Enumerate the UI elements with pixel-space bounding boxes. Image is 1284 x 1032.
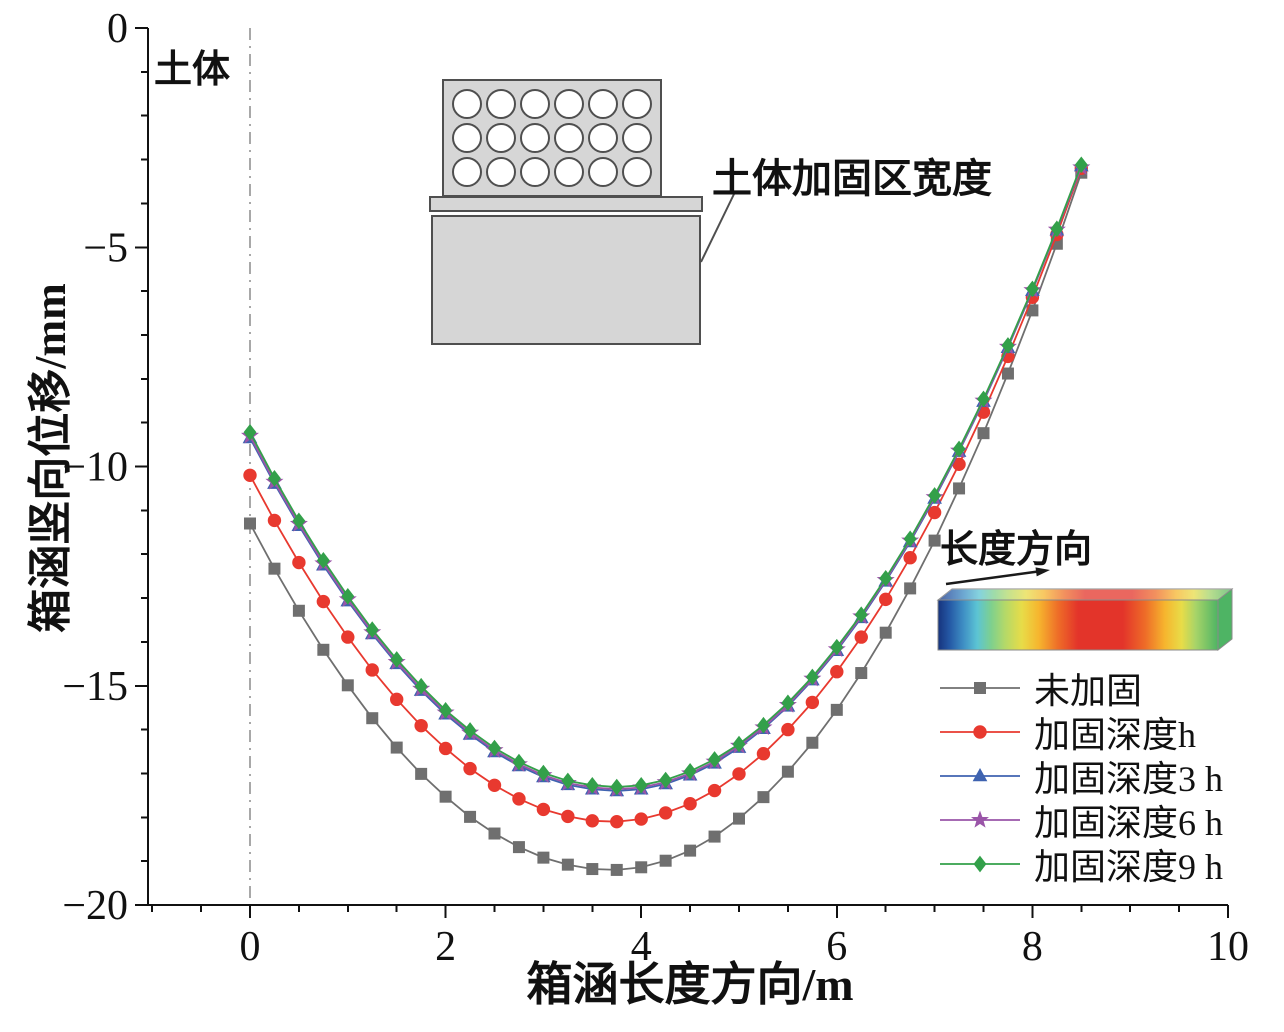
y-tick-label: −15	[62, 664, 128, 710]
x-tick-label: 0	[240, 924, 261, 970]
y-tick-label: −20	[62, 883, 128, 929]
legend-marker-triangle	[938, 763, 1022, 789]
legend-item: 未加固	[938, 666, 1238, 711]
legend-marker-circle	[938, 719, 1022, 745]
legend-item: 加固深度h	[938, 710, 1238, 755]
legend-label: 加固深度9 h	[1034, 847, 1224, 887]
legend-item: 加固深度3 h	[938, 754, 1238, 799]
x-tick-label: 4	[631, 924, 652, 970]
soil-annotation: 土体	[154, 49, 231, 91]
y-tick-label: 0	[107, 6, 128, 52]
legend-label: 未加固	[1034, 671, 1143, 711]
legend-item: 加固深度6 h	[938, 798, 1238, 843]
series-1	[243, 161, 1089, 829]
legend: 未加固 加固深度h 加固深度3 h 加固深度6 h 加固深度9 h	[938, 666, 1238, 887]
legend-label: 加固深度h	[1034, 715, 1197, 755]
y-tick-label: −5	[83, 225, 128, 271]
length-direction-annotation: 长度方向	[940, 529, 1093, 571]
reinforcement-width-annotation: 土体加固区宽度	[712, 156, 992, 201]
x-axis-title: 箱涵长度方向/m	[526, 959, 854, 1010]
y-tick-label: −10	[62, 445, 128, 491]
legend-label: 加固深度3 h	[1034, 759, 1224, 799]
axes	[135, 27, 1229, 918]
y-axis-title: 箱涵竖向位移/mm	[26, 283, 75, 633]
series-4	[243, 156, 1088, 796]
legend-marker-square	[938, 675, 1022, 701]
legend-label: 加固深度6 h	[1034, 803, 1224, 843]
legend-marker-diamond	[938, 851, 1022, 877]
legend-marker-star	[938, 807, 1022, 833]
x-tick-label: 10	[1207, 924, 1249, 970]
x-tick-label: 6	[826, 924, 847, 970]
x-tick-label: 2	[435, 924, 456, 970]
x-tick-label: 8	[1022, 924, 1043, 970]
legend-item: 加固深度9 h	[938, 842, 1238, 887]
